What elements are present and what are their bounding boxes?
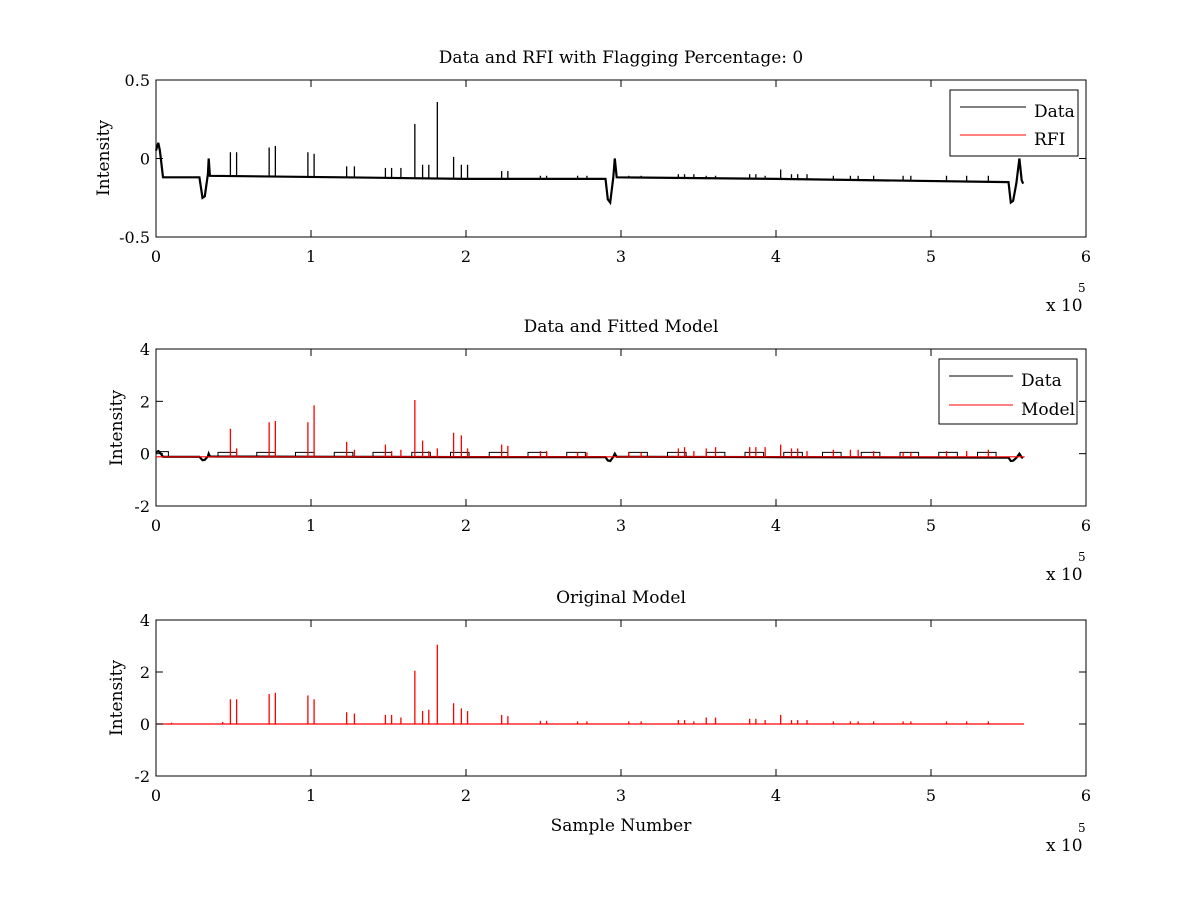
legend-label-model: Model (1021, 400, 1075, 420)
model-pulse-mark (822, 451, 842, 457)
x-tick-label: 4 (771, 786, 781, 805)
model-pulse-mark (333, 451, 354, 457)
y-tick-label: 0 (140, 445, 150, 464)
chart-title: Data and Fitted Model (524, 317, 719, 337)
y-tick-label: 0.5 (125, 71, 150, 90)
legend-label-rfi: RFI (1034, 130, 1065, 150)
y-tick-label: -2 (134, 497, 150, 516)
series-layer (155, 400, 1025, 463)
x-tick-label: 0 (151, 516, 161, 535)
x-tick-label: 1 (306, 516, 316, 535)
x-tick-label: 0 (151, 247, 161, 266)
model-pulse-mark (783, 451, 803, 457)
y-axis-label: Intensity (107, 390, 127, 466)
plot-area (155, 79, 1087, 238)
model-pulse-mark (450, 451, 470, 457)
x-tick-label: 3 (616, 247, 626, 266)
x-tick-label: 1 (306, 247, 316, 266)
x-tick-label: 2 (461, 247, 471, 266)
model-pulse-mark (899, 451, 920, 457)
x-multiplier-exponent: 5 (1078, 550, 1086, 564)
x-axis-label: Sample Number (551, 816, 693, 836)
x-tick-label: 6 (1081, 247, 1091, 266)
x-tick-label: 6 (1081, 786, 1091, 805)
x-tick-label: 5 (926, 786, 936, 805)
legend-box (949, 89, 1079, 157)
legend-box (938, 358, 1078, 425)
x-multiplier-exponent: 5 (1078, 281, 1086, 295)
model-pulse-mark (155, 451, 169, 457)
x-tick-label: 5 (926, 516, 936, 535)
x-tick-label: 3 (616, 516, 626, 535)
x-tick-label: 6 (1081, 516, 1091, 535)
x-tick-label: 3 (616, 786, 626, 805)
model-pulse-mark (860, 451, 881, 457)
y-axis-label: Intensity (107, 660, 127, 736)
x-tick-label: 5 (926, 247, 936, 266)
y-tick-label: 0 (140, 715, 150, 734)
model-pulse-mark (938, 451, 958, 457)
chart-title: Data and RFI with Flagging Percentage: 0 (439, 48, 803, 68)
x-multiplier-base: x 10 (1046, 565, 1083, 585)
model-pulse-mark (667, 451, 687, 457)
chart-panel-1: Data and RFI with Flagging Percentage: 0… (94, 48, 1091, 316)
y-tick-label: 4 (140, 340, 150, 359)
x-tick-label: 2 (461, 786, 471, 805)
y-tick-label: 2 (140, 392, 150, 411)
model-pulse-mark (411, 451, 431, 457)
x-multiplier-base: x 10 (1046, 836, 1083, 856)
y-tick-label: 4 (140, 611, 150, 630)
legend-label-data: Data (1021, 371, 1062, 391)
y-tick-label: 2 (140, 663, 150, 682)
legend: Data Model (938, 358, 1078, 425)
x-tick-label: 1 (306, 786, 316, 805)
x-tick-label: 0 (151, 786, 161, 805)
x-multiplier-exponent: 5 (1078, 821, 1086, 835)
y-tick-label: -2 (134, 767, 150, 786)
chart-title: Original Model (556, 588, 686, 608)
plot-area (155, 619, 1087, 777)
series-layer (156, 644, 1024, 725)
legend-label-data: Data (1034, 102, 1075, 122)
ticks-layer: 0 1 2 3 4 5 6-0.500.5 (119, 71, 1091, 266)
y-tick-label: -0.5 (119, 228, 150, 247)
model-pulse-mark (566, 451, 586, 457)
model-pulse-mark (977, 451, 997, 457)
y-tick-label: 0 (140, 150, 150, 169)
model-pulse-mark (744, 451, 765, 457)
legend: Data RFI (949, 89, 1079, 157)
plot-area (155, 348, 1087, 507)
x-multiplier-base: x 10 (1046, 296, 1083, 316)
y-axis-label: Intensity (94, 120, 114, 196)
series-line-data (154, 142, 1025, 206)
x-tick-label: 4 (771, 247, 781, 266)
x-tick-label: 2 (461, 516, 471, 535)
series-layer (154, 101, 1025, 206)
x-tick-label: 4 (771, 516, 781, 535)
